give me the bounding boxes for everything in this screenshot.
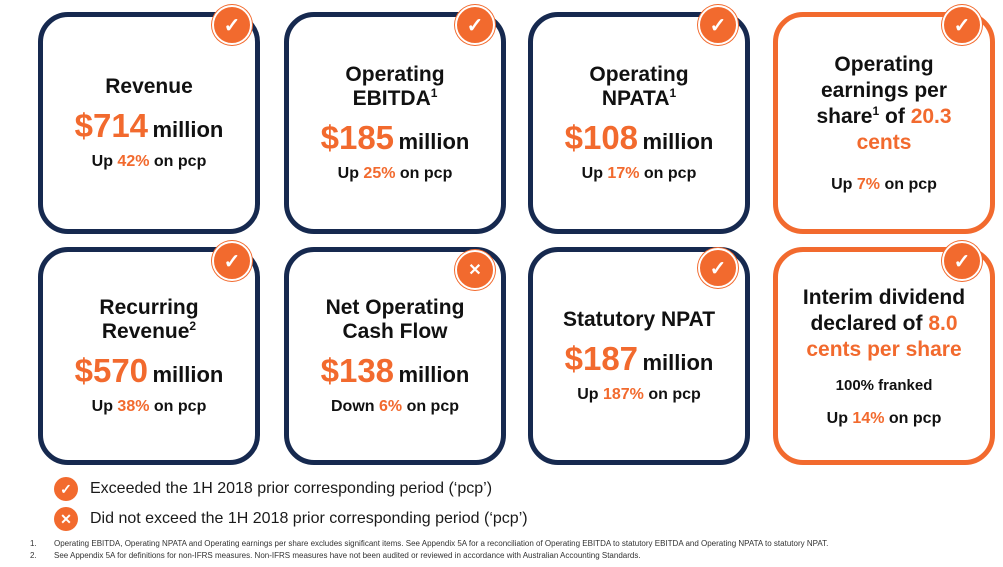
card-title: Revenue — [105, 75, 193, 98]
card-change: Up 38% on pcp — [91, 398, 207, 415]
check-icon: ✓ — [942, 241, 982, 281]
check-icon: ✓ — [698, 248, 738, 288]
card-amount: $714 — [74, 107, 149, 144]
card-change: Up 25% on pcp — [337, 165, 453, 182]
card-amount: $138 — [320, 352, 395, 389]
card-operating-eps: Operating earnings per share1 of 20.3 ce… — [773, 12, 995, 234]
card-unit: million — [398, 129, 470, 154]
card-change: Up 17% on pcp — [581, 165, 697, 182]
legend-text: Did not exceed the 1H 2018 prior corresp… — [90, 510, 528, 527]
check-icon: ✓ — [455, 5, 495, 45]
check-icon: ✓ — [212, 241, 252, 281]
card-operating-npata: Operating NPATA1 $108 million Up 17% on … — [528, 12, 750, 234]
card-change: Down 6% on pcp — [330, 398, 459, 415]
card-title: Operating NPATA1 — [589, 63, 689, 110]
card-unit: million — [642, 129, 714, 154]
card-amount: $187 — [564, 340, 639, 377]
cross-icon: ✕ — [54, 507, 78, 531]
card-unit: million — [642, 350, 714, 375]
check-icon: ✓ — [212, 5, 252, 45]
card-title: Operating EBITDA1 — [345, 63, 445, 110]
footnote-1: 1. Operating EBITDA, Operating NPATA and… — [30, 539, 829, 548]
card-title: Operating earnings per share1 of 20.3 ce… — [816, 53, 952, 154]
check-icon: ✓ — [698, 5, 738, 45]
card-unit: million — [152, 362, 224, 387]
franked-note: 100% franked — [835, 376, 933, 394]
card-recurring-revenue: Recurring Revenue2 $570 million Up 38% o… — [38, 247, 260, 465]
legend-text: Exceeded the 1H 2018 prior corresponding… — [90, 480, 493, 497]
card-amount: $108 — [564, 119, 639, 156]
card-interim-dividend: Interim dividend declared of 8.0 cents p… — [773, 247, 995, 465]
card-operating-ebitda: Operating EBITDA1 $185 million Up 25% on… — [284, 12, 506, 234]
card-change: Up 7% on pcp — [831, 176, 937, 193]
check-icon: ✓ — [942, 5, 982, 45]
legend-exceeded: ✓ Exceeded the 1H 2018 prior correspondi… — [54, 477, 492, 501]
card-title: Statutory NPAT — [562, 308, 716, 331]
card-amount: $570 — [74, 352, 149, 389]
check-icon: ✓ — [54, 477, 78, 501]
card-change: Up 14% on pcp — [826, 409, 942, 427]
card-unit: million — [398, 362, 470, 387]
card-title: Interim dividend declared of 8.0 cents p… — [802, 285, 966, 361]
card-unit: million — [152, 117, 224, 142]
card-title: Net Operating Cash Flow — [325, 296, 465, 343]
cross-icon: ✕ — [455, 250, 495, 290]
legend-not-exceeded: ✕ Did not exceed the 1H 2018 prior corre… — [54, 507, 528, 531]
footnote-2: 2. See Appendix 5A for definitions for n… — [30, 551, 641, 560]
card-revenue: Revenue $714 million Up 42% on pcp — [38, 12, 260, 234]
card-change: Up 187% on pcp — [577, 386, 701, 403]
card-amount: $185 — [320, 119, 395, 156]
card-title: Recurring Revenue2 — [99, 296, 199, 343]
card-change: Up 42% on pcp — [91, 153, 207, 170]
